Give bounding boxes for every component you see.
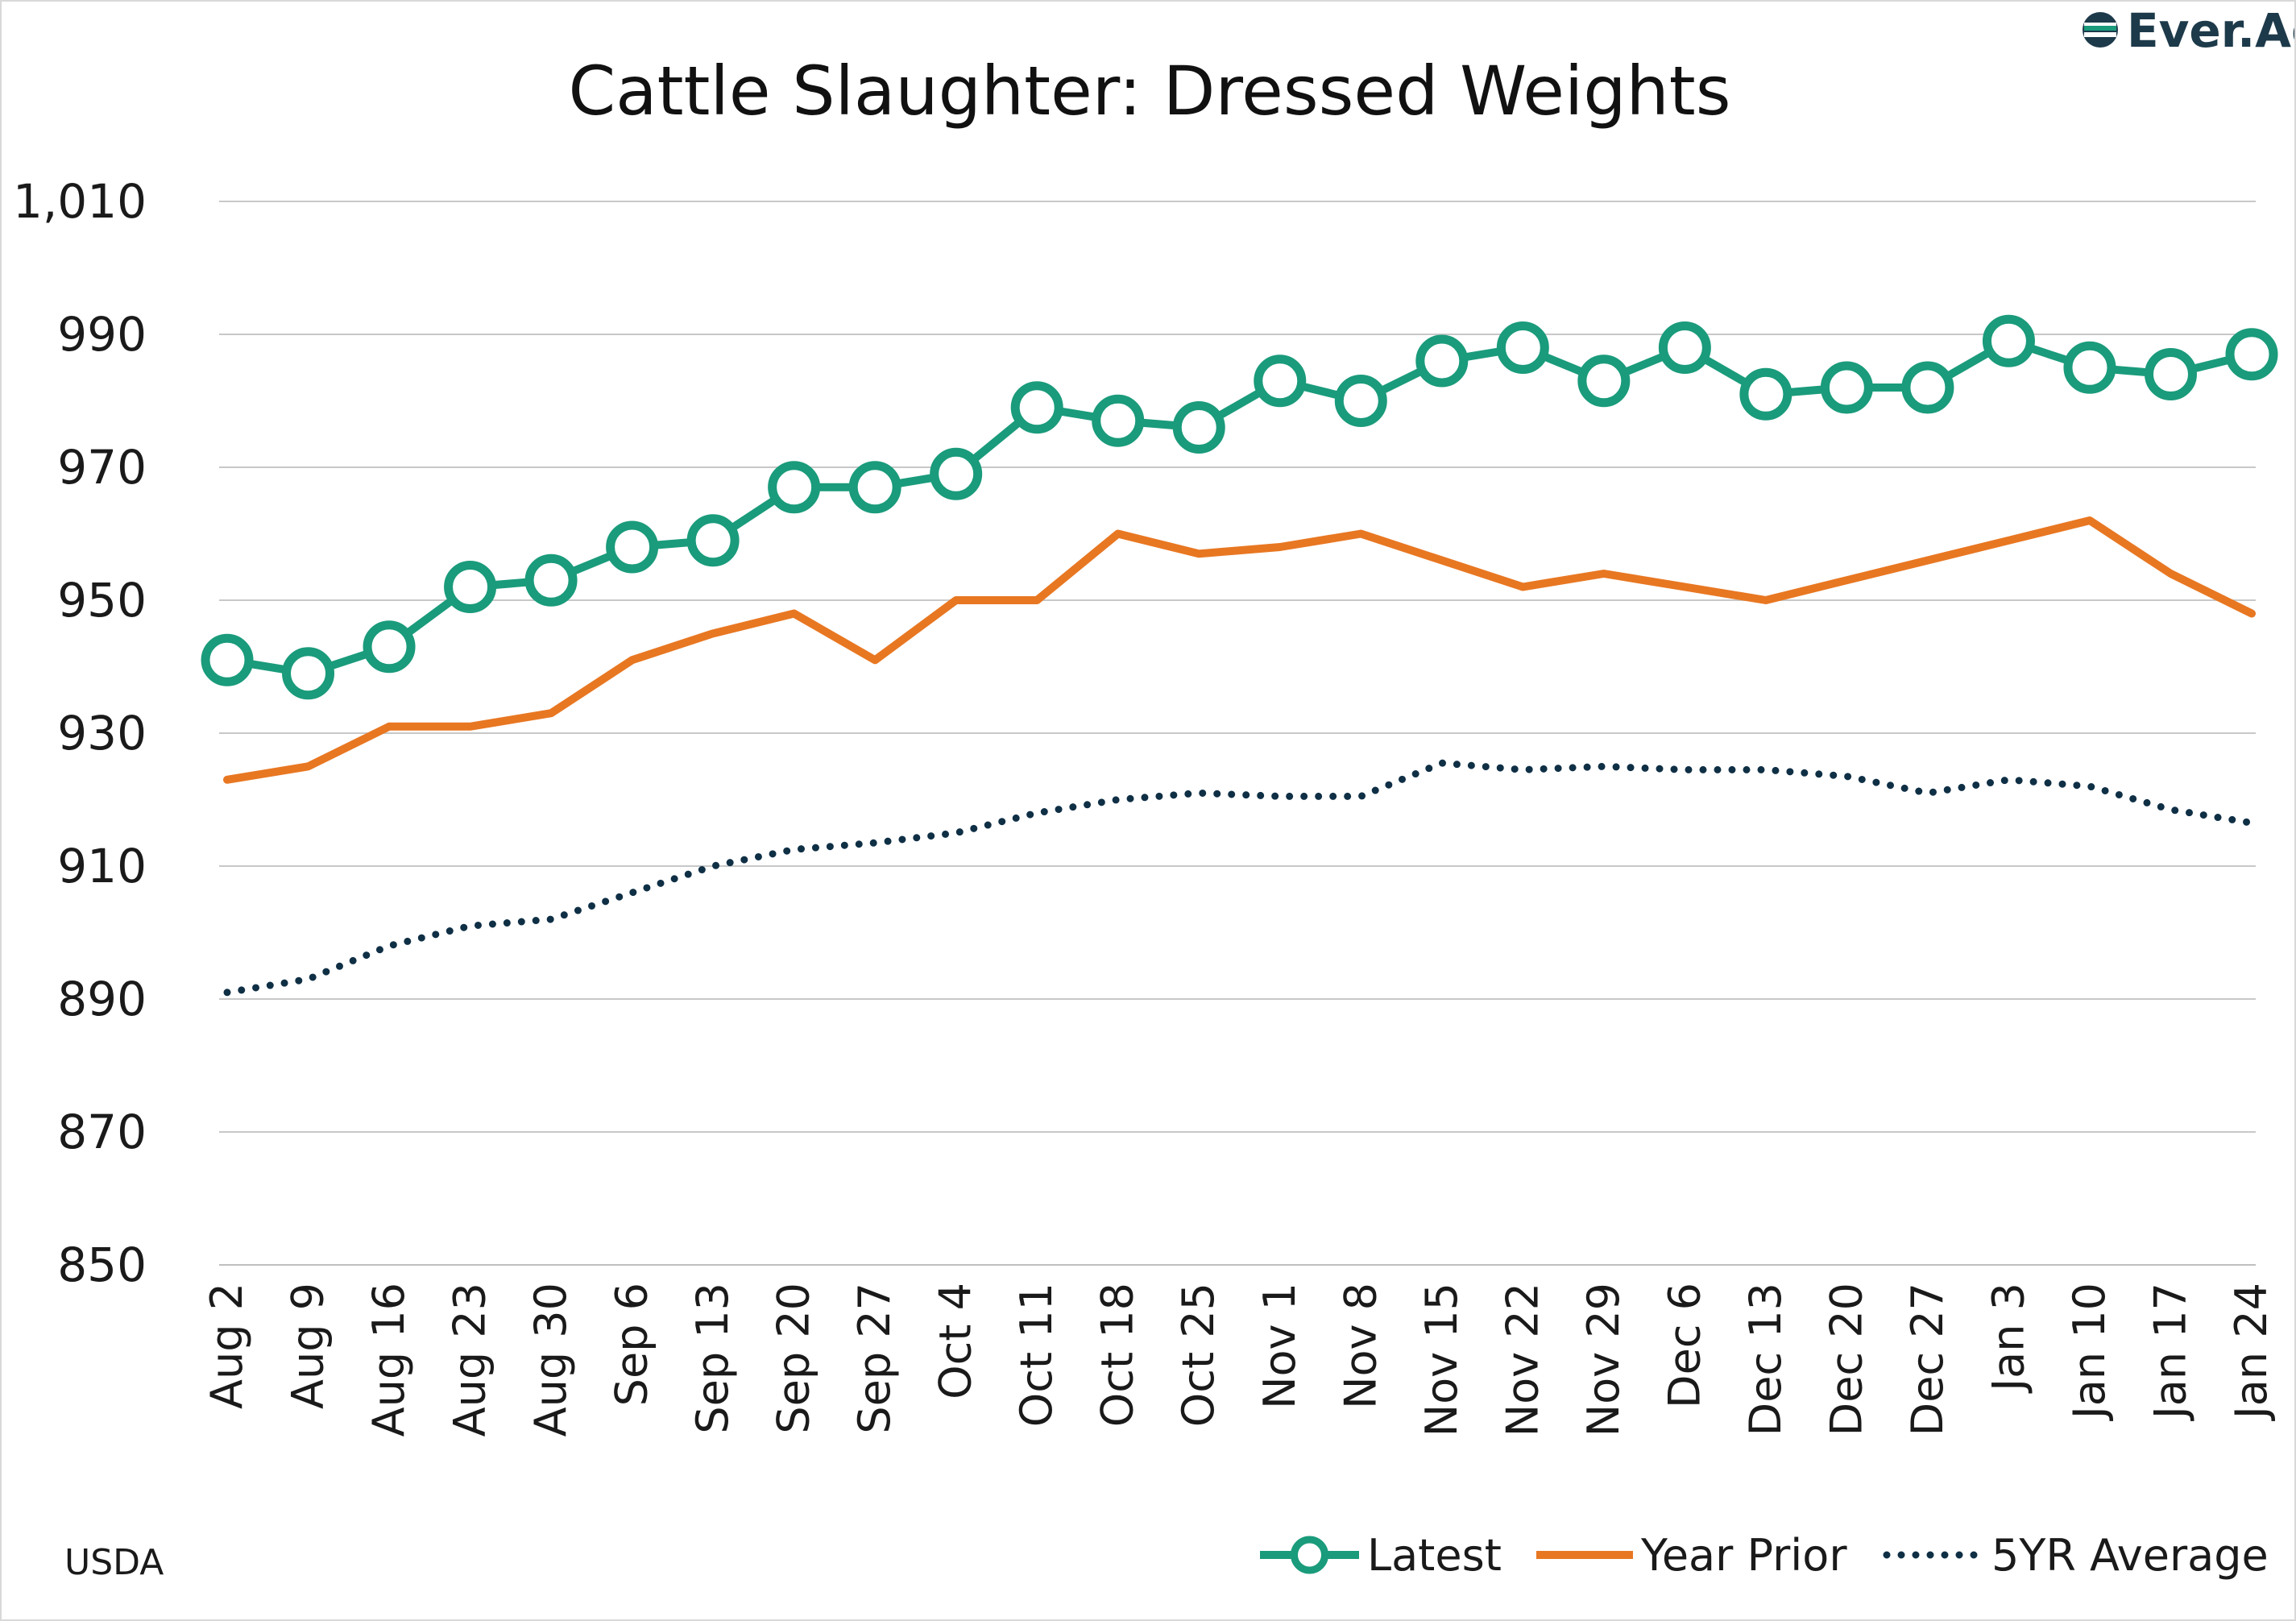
x-tick-label: Sep 6 xyxy=(607,1283,657,1406)
x-tick-label: Dec 20 xyxy=(1821,1283,1871,1436)
x-tick-label: Jan 24 xyxy=(2226,1283,2277,1421)
data-point-latest xyxy=(1496,321,1549,374)
y-tick-label: 970 xyxy=(57,440,147,495)
data-point-latest xyxy=(1415,334,1469,388)
x-tick-label: Nov 15 xyxy=(1416,1283,1467,1437)
legend-item-latest: Latest xyxy=(1260,1530,1502,1581)
x-tick-label: Nov 29 xyxy=(1578,1283,1629,1437)
y-tick-label: 870 xyxy=(57,1105,147,1159)
x-tick-label: Jan 17 xyxy=(2145,1283,2195,1421)
legend: Latest Year Prior 5YR Average xyxy=(1260,1530,2269,1581)
data-point-latest xyxy=(1577,354,1631,408)
legend-label: Year Prior xyxy=(1640,1530,1847,1581)
x-tick-label: Aug 16 xyxy=(363,1283,414,1437)
data-point-latest xyxy=(1092,394,1145,447)
series-year-prior xyxy=(223,516,2256,784)
x-tick-label: Dec 6 xyxy=(1659,1283,1710,1408)
series-line-5yr-average xyxy=(223,759,2256,997)
y-tick-label: 950 xyxy=(57,573,147,628)
x-tick-label: Oct 4 xyxy=(930,1283,981,1399)
y-axis-labels: 850 870 890 910 930 950 970 990 1,010 xyxy=(13,174,147,1292)
x-tick-label: Jan 3 xyxy=(1983,1283,2033,1394)
logo-text: Ever.Ag xyxy=(2127,3,2294,58)
series-layer xyxy=(201,314,2278,997)
x-tick-label: Oct 11 xyxy=(1011,1283,1062,1427)
x-tick-label: Aug 30 xyxy=(525,1283,576,1437)
data-point-latest xyxy=(201,633,254,686)
data-point-latest xyxy=(768,461,821,514)
x-tick-label: Nov 1 xyxy=(1254,1283,1305,1409)
data-point-latest xyxy=(1254,354,1307,408)
x-tick-label: Aug 9 xyxy=(283,1283,334,1409)
series-latest xyxy=(201,314,2278,700)
y-tick-label: 990 xyxy=(57,307,147,362)
x-tick-label: Dec 13 xyxy=(1740,1283,1791,1436)
x-axis-labels: Aug 2 Aug 9 Aug 16 Aug 23 Aug 30 Sep 6 Sep 13 S… xyxy=(201,1283,2277,1437)
data-point-latest xyxy=(1172,401,1225,454)
data-point-latest xyxy=(363,620,416,674)
data-point-latest xyxy=(282,647,335,700)
data-point-latest xyxy=(1982,314,2035,367)
data-point-latest xyxy=(524,553,578,607)
y-tick-label: 910 xyxy=(57,839,147,893)
series-5yr-average xyxy=(223,759,2256,997)
data-point-latest xyxy=(1658,321,1711,374)
data-point-latest xyxy=(444,561,497,613)
y-tick-label: 850 xyxy=(57,1238,147,1292)
x-tick-label: Nov 22 xyxy=(1497,1283,1548,1437)
x-tick-label: Sep 27 xyxy=(849,1283,900,1434)
y-tick-label: 1,010 xyxy=(13,174,147,229)
x-tick-label: Sep 13 xyxy=(687,1283,738,1434)
data-point-latest xyxy=(1901,361,1954,414)
x-tick-label: Oct 25 xyxy=(1173,1283,1224,1427)
gridlines xyxy=(219,201,2256,1266)
x-tick-label: Oct 18 xyxy=(1092,1283,1143,1427)
x-tick-label: Aug 2 xyxy=(201,1283,252,1409)
legend-label: 5YR Average xyxy=(1991,1530,2269,1581)
data-point-latest xyxy=(686,514,740,567)
data-point-latest xyxy=(1820,361,1873,414)
x-tick-label: Nov 8 xyxy=(1335,1283,1386,1409)
data-point-latest xyxy=(1739,367,1792,421)
x-tick-label: Jan 10 xyxy=(2064,1283,2115,1421)
data-point-latest xyxy=(2225,328,2278,381)
x-tick-label: Sep 20 xyxy=(769,1283,819,1434)
legend-label: Latest xyxy=(1367,1530,1502,1581)
legend-item-year-prior: Year Prior xyxy=(1536,1530,1847,1581)
x-tick-label: Dec 27 xyxy=(1902,1283,1953,1436)
y-tick-label: 890 xyxy=(57,972,147,1026)
data-point-latest xyxy=(848,461,901,514)
source-label: USDA xyxy=(64,1542,164,1583)
data-point-latest xyxy=(930,447,983,500)
data-point-latest xyxy=(1010,381,1063,434)
ever-ag-logo: Ever.Ag xyxy=(2083,3,2294,58)
legend-marker xyxy=(1291,1536,1328,1574)
data-point-latest xyxy=(2063,341,2116,394)
series-line-year-prior xyxy=(223,516,2256,784)
y-tick-label: 930 xyxy=(57,706,147,761)
data-point-latest xyxy=(1334,375,1387,427)
ever-ag-logo-mark xyxy=(2083,12,2118,48)
x-tick-label: Aug 23 xyxy=(445,1283,495,1437)
data-point-latest xyxy=(2144,348,2197,400)
chart-title: Cattle Slaughter: Dressed Weights xyxy=(568,52,1730,131)
data-point-latest xyxy=(606,520,659,574)
legend-item-5yr-average: 5YR Average xyxy=(1883,1530,2269,1581)
